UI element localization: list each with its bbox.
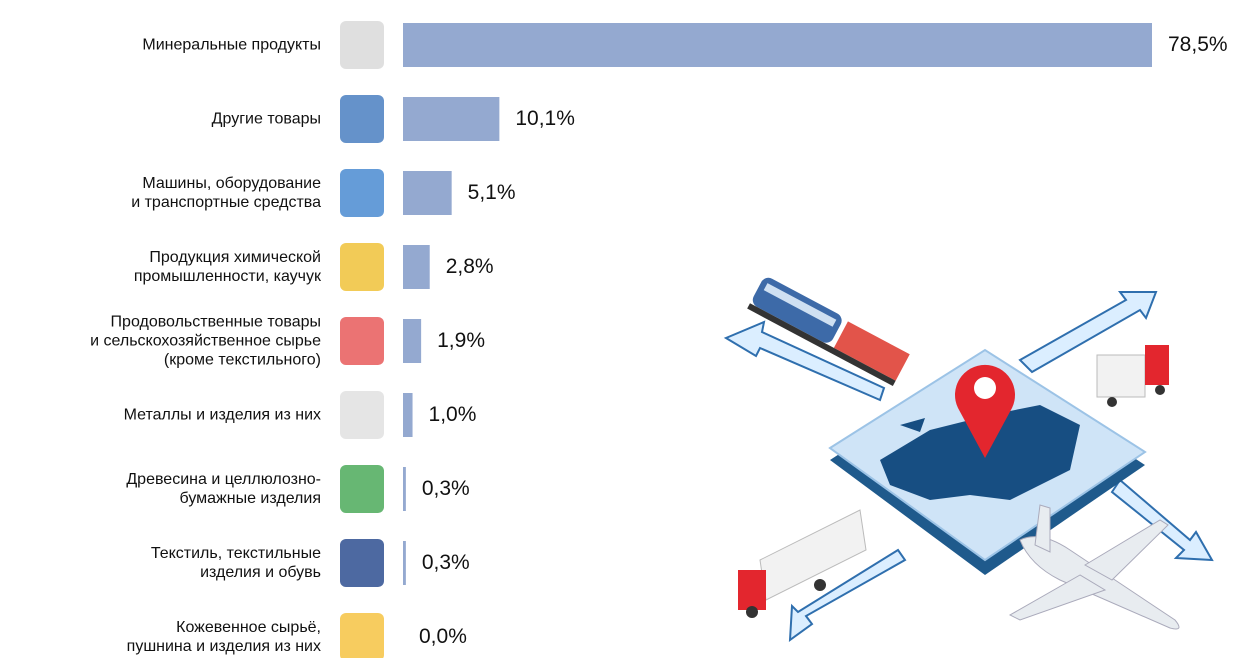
category-label: Текстиль, текстильные изделия и обувь	[150, 545, 321, 581]
bar	[403, 171, 452, 215]
category-icon	[340, 21, 384, 69]
category-icon	[340, 613, 384, 658]
bar	[403, 245, 430, 289]
value-label: 10,1%	[515, 107, 575, 130]
category-label: Машины, оборудование и транспортные сред…	[131, 175, 321, 211]
category-icon	[340, 243, 384, 291]
bar	[403, 467, 406, 511]
bar	[403, 97, 500, 141]
category-label: Продукция химической промышленности, кау…	[133, 249, 321, 285]
category-icon	[340, 465, 384, 513]
bar	[403, 393, 413, 437]
category-label: Металлы и изделия из них	[123, 406, 321, 424]
bar	[403, 23, 1152, 67]
value-label: 1,0%	[428, 403, 477, 426]
category-label: Кожевенное сырьё, пушнина и изделия из н…	[126, 619, 321, 655]
category-label: Минеральные продукты	[142, 36, 321, 54]
category-icon	[340, 317, 384, 365]
bar	[403, 541, 406, 585]
value-label: 0,3%	[421, 477, 470, 500]
category-icon	[340, 169, 384, 217]
category-icon	[340, 391, 384, 439]
value-label: 0,3%	[421, 551, 470, 574]
value-label: 2,8%	[445, 255, 494, 278]
value-label: 0,0%	[419, 625, 467, 648]
value-label: 1,9%	[437, 329, 485, 352]
category-icon	[340, 95, 384, 143]
value-label: 5,1%	[467, 181, 516, 204]
category-label: Продовольственные товары и сельскохозяйс…	[90, 313, 321, 369]
category-label: Древесина и целлюлозно- бумажные изделия	[126, 471, 321, 507]
bar	[403, 319, 422, 363]
value-label: 78,5%	[1168, 33, 1228, 56]
category-label: Другие товары	[211, 110, 321, 128]
category-icon	[340, 539, 384, 587]
illustration	[723, 277, 1214, 643]
